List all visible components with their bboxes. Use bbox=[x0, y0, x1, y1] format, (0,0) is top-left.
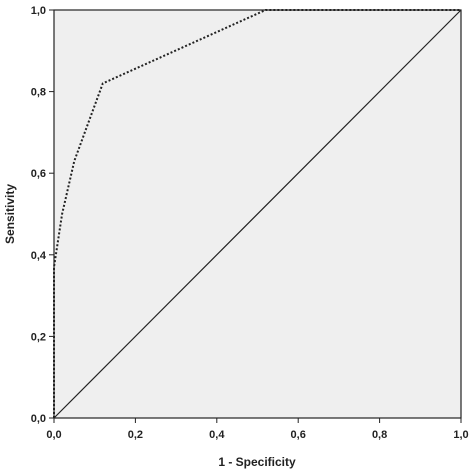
tick-labels: 0,0 0,2 0,4 0,6 0,8 1,0 0,0 0,2 0,4 0,6 0,8 1,0 bbox=[31, 5, 469, 441]
y-tick-label: 0,6 bbox=[31, 168, 46, 180]
y-tick-label: 0,4 bbox=[31, 250, 47, 262]
roc-curve-line bbox=[53, 9, 461, 418]
y-tick-label: 0,2 bbox=[31, 331, 46, 343]
x-tick-label: 0,2 bbox=[128, 429, 143, 441]
y-tick-label: 0,0 bbox=[31, 413, 46, 425]
x-axis-title: 1 - Specificity bbox=[218, 455, 296, 469]
reference-diagonal-line bbox=[53, 9, 462, 419]
x-tick-label: 0,8 bbox=[372, 429, 387, 441]
series-layer bbox=[53, 9, 462, 419]
y-axis-title: Sensitivity bbox=[3, 184, 17, 244]
x-tick-label: 0,6 bbox=[291, 429, 306, 441]
y-tick-label: 0,8 bbox=[31, 87, 46, 99]
x-tick-label: 1,0 bbox=[453, 429, 468, 441]
x-tick-label: 0,4 bbox=[209, 429, 225, 441]
y-tick-label: 1,0 bbox=[31, 5, 46, 17]
x-tick-label: 0,0 bbox=[46, 429, 61, 441]
